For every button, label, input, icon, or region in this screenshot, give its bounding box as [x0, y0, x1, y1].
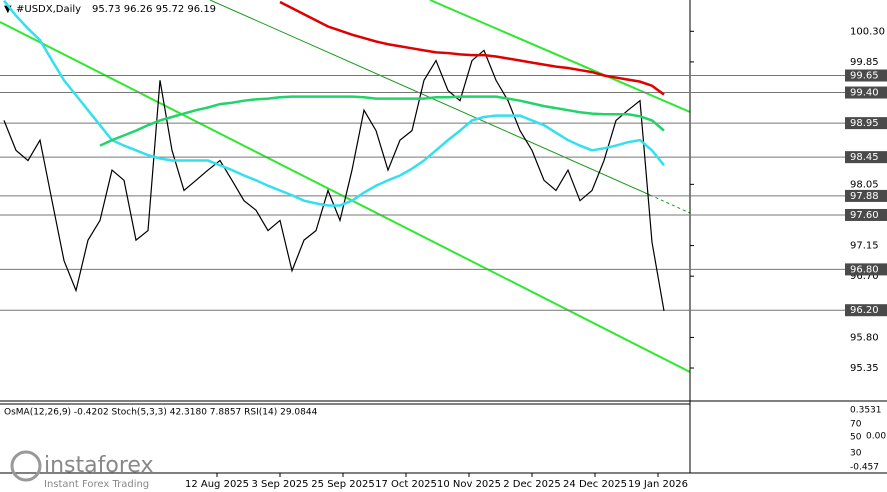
tagline: Instant Forex Trading — [44, 479, 149, 490]
level-label: 97.60 — [850, 210, 879, 221]
x-tick-label: 25 Sep 2025 — [311, 479, 374, 490]
indicator-tick: -0.457 — [850, 463, 879, 473]
indicator-tick: 50 — [850, 433, 862, 443]
level-box — [845, 69, 887, 82]
y-tick-label: 99.85 — [850, 57, 879, 68]
price-line — [3, 49, 665, 311]
level-label: 96.20 — [850, 305, 879, 316]
level-label: 98.95 — [850, 118, 879, 129]
x-tick-label: 2 Dec 2025 — [503, 479, 561, 490]
watermark: instaforex Instant Forex Trading — [10, 450, 154, 490]
level-label: 96.80 — [850, 264, 879, 275]
level-box — [845, 86, 887, 99]
x-tick-label: 12 Aug 2025 — [185, 479, 249, 490]
x-tick-label: 24 Dec 2025 — [563, 479, 627, 490]
logo-icon — [10, 450, 42, 482]
y-tick-label: 98.05 — [850, 179, 879, 190]
y-tick-label: 95.35 — [850, 363, 879, 374]
level-box — [845, 304, 887, 317]
level-label: 99.40 — [850, 88, 879, 99]
y-tick-label: 97.15 — [850, 241, 879, 252]
x-tick-label: 3 Sep 2025 — [251, 479, 308, 490]
level-label: 99.65 — [850, 71, 879, 82]
indicator-tick: 70 — [850, 420, 862, 430]
trend-lines — [0, 0, 690, 373]
quote: 95.73 96.26 95.72 96.19 — [92, 4, 216, 15]
x-tick-label: 17 Oct 2025 — [375, 479, 437, 490]
y-tick-label: 95.80 — [850, 332, 879, 343]
price-line — [99, 95, 665, 147]
x-tick-label: 19 Jan 2026 — [628, 479, 688, 490]
chart-title: #USDX,Daily — [16, 4, 81, 15]
arrow: ▼ — [4, 4, 12, 15]
x-tick-label: 10 Nov 2025 — [437, 479, 501, 490]
level-box — [845, 189, 887, 202]
series-group — [3, 0, 665, 311]
indicator-tick: 30 — [850, 449, 862, 459]
price-line — [279, 0, 665, 96]
indicator-label: OsMA(12,26,9) -0.4202 Stoch(5,3,3) 42.31… — [4, 408, 318, 418]
price-line — [3, 0, 665, 207]
indicator-tick: 0.00 — [866, 432, 886, 442]
level-box — [845, 117, 887, 130]
level-box — [845, 151, 887, 164]
y-tick-label: 100.30 — [850, 26, 885, 37]
level-label: 98.45 — [850, 152, 879, 163]
y-tick-label: 96.70 — [850, 271, 879, 282]
level-box — [845, 208, 887, 221]
level-label: 97.88 — [850, 191, 879, 202]
brand: instaforex — [44, 453, 154, 478]
indicator-tick: 0.3531 — [850, 406, 882, 416]
level-box — [845, 263, 887, 276]
